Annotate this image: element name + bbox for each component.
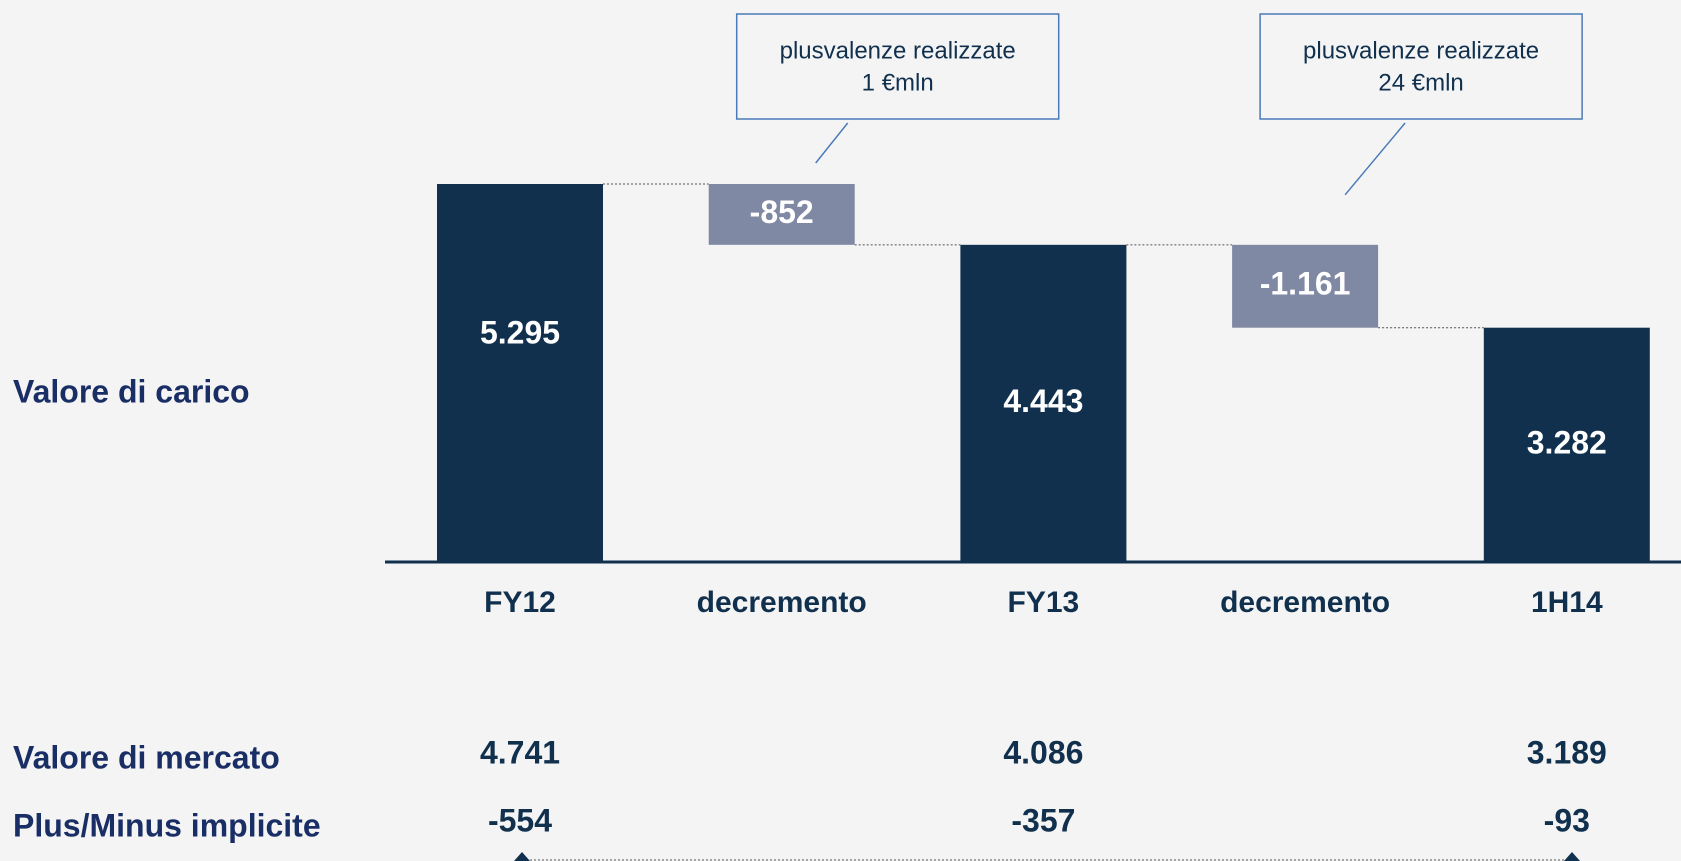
row-label: Valore di carico xyxy=(13,373,250,409)
leader-line xyxy=(1344,122,1406,196)
bar xyxy=(1483,327,1650,562)
value-label: -1.161 xyxy=(1260,266,1351,302)
value-label: 3.282 xyxy=(1527,424,1607,460)
row-value: -357 xyxy=(1011,802,1075,838)
bar xyxy=(1232,244,1379,328)
x-tick-label: FY12 xyxy=(484,586,556,619)
marker xyxy=(1564,852,1580,861)
annotation-text: 1 €mln xyxy=(862,69,934,96)
row-value: -554 xyxy=(488,802,552,838)
annotation-text: 24 €mln xyxy=(1378,69,1463,96)
bar xyxy=(708,184,855,245)
row-label: Valore di mercato xyxy=(13,739,280,775)
row-value: -93 xyxy=(1544,802,1590,838)
annotation-box xyxy=(735,13,1060,120)
leader-line xyxy=(815,122,849,164)
bar xyxy=(437,184,603,562)
value-label: 4.443 xyxy=(1003,383,1083,419)
annotation-text: plusvalenze realizzate xyxy=(780,37,1016,64)
row-value: 4.741 xyxy=(480,734,560,770)
row-value: 3.189 xyxy=(1527,734,1607,770)
annotation-text: plusvalenze realizzate xyxy=(1303,37,1539,64)
marker xyxy=(514,852,530,861)
value-label: 5.295 xyxy=(480,315,560,351)
row-label: Plus/Minus implicite xyxy=(13,807,321,843)
x-tick-label: FY13 xyxy=(1008,586,1080,619)
value-label: -852 xyxy=(750,194,814,230)
x-tick-label: 1H14 xyxy=(1531,586,1603,619)
annotation-box xyxy=(1259,13,1583,120)
bar xyxy=(960,244,1127,562)
row-value: 4.086 xyxy=(1003,734,1083,770)
x-tick-label: decremento xyxy=(1220,586,1390,619)
x-tick-label: decremento xyxy=(697,586,867,619)
